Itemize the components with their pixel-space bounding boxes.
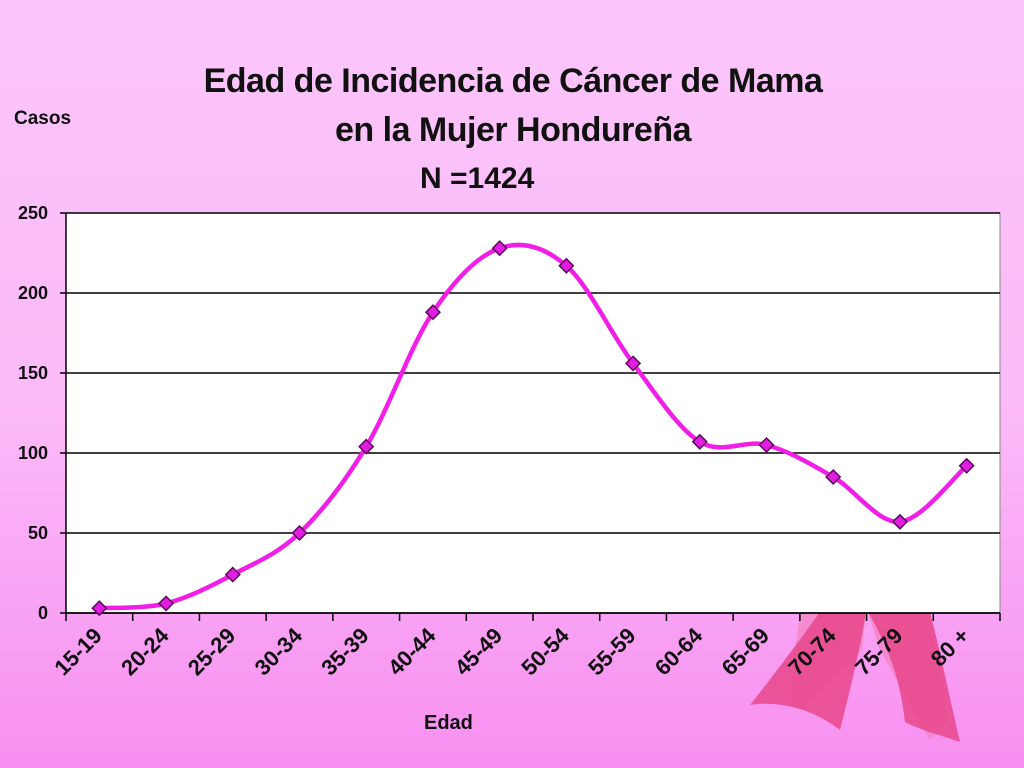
y-tick-label: 200 [18,283,48,303]
y-tick-label: 50 [28,523,48,543]
x-tick-label: 50-54 [516,622,574,680]
x-tick-label: 45-49 [450,623,507,680]
data-point-marker [825,468,842,486]
x-tick-label: 15-19 [49,623,106,680]
y-tick-label: 0 [38,603,48,623]
data-point-marker [291,524,308,542]
y-axis-label: Casos [14,108,72,129]
data-point-marker [958,457,975,474]
data-point-marker [558,257,575,274]
plot-area [65,212,1001,614]
x-tick-label: 25-29 [183,623,240,680]
data-point-marker [691,433,708,450]
plot-background [65,212,1001,614]
x-tick-label: 65-69 [717,623,774,680]
data-point-marker [625,355,642,372]
x-axis-label: Edad [424,712,473,734]
y-tick-label: 150 [18,363,48,383]
data-point-marker [91,600,108,617]
x-tick-label: 35-39 [316,623,373,680]
pink-ribbon-icon [750,612,960,742]
series-line [99,242,969,611]
x-tick-label: 40-44 [383,622,441,680]
chart-title: Edad de Incidencia de Cáncer de Mama [203,62,823,100]
data-point-marker [358,438,375,455]
x-tick-label: 55-59 [583,623,640,680]
y-tick-label: 100 [18,443,48,463]
x-tick-label: 20-24 [116,622,174,680]
data-point-marker [224,566,241,583]
data-point-marker [758,436,775,454]
x-tick-label: 60-64 [650,622,708,680]
data-point-marker [158,595,175,612]
chart-subtitle: N =1424 [420,162,535,195]
y-tick-label: 250 [18,203,48,223]
data-point-marker [424,304,441,321]
x-tick-label: 30-34 [250,622,308,680]
chart-title-line2: en la Mujer Hondureña [335,111,692,149]
data-point-marker [891,513,908,530]
data-point-marker [491,240,508,257]
